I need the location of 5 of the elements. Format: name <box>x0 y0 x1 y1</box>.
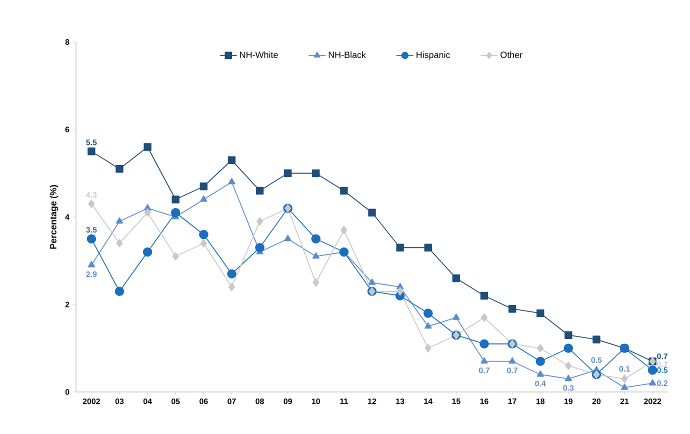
legend-label: Other <box>500 51 522 58</box>
y-axis-title: Percentage (%) <box>50 185 58 249</box>
legend-label: NH-Black <box>328 51 366 58</box>
legend-label: NH-White <box>240 51 278 58</box>
legend-label: Hispanic <box>416 51 450 60</box>
